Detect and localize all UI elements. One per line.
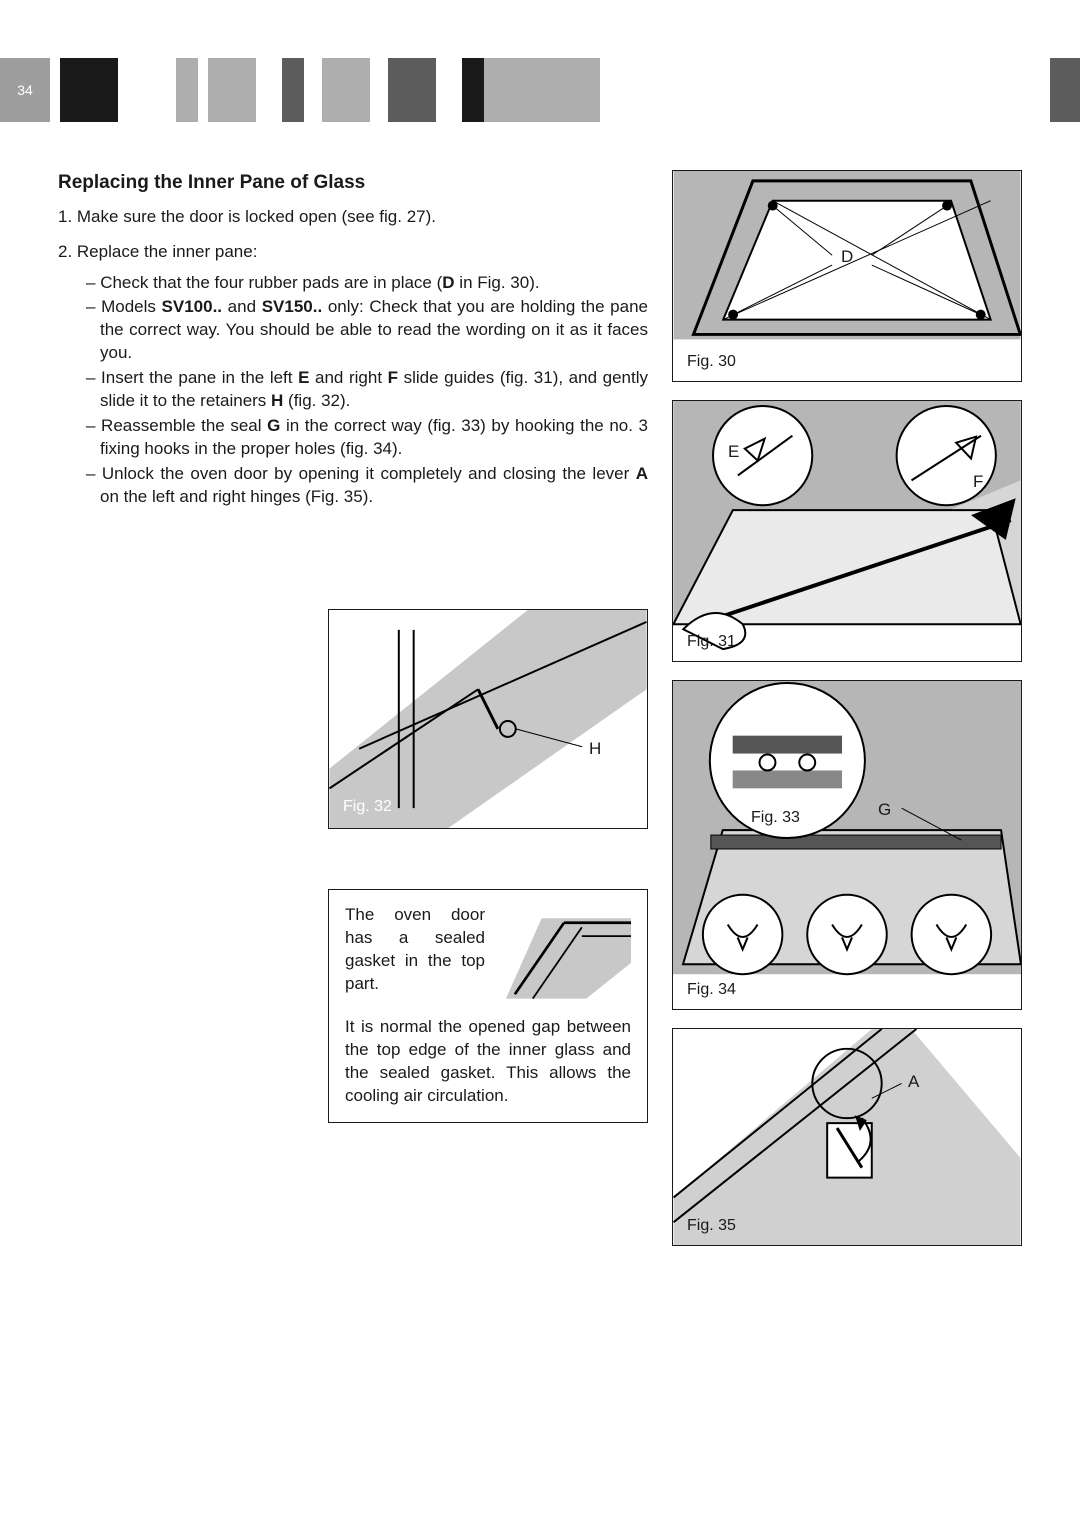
label-d: D	[841, 246, 853, 269]
substep-a: Check that the four rubber pads are in p…	[86, 272, 648, 295]
section-title: Replacing the Inner Pane of Glass	[58, 170, 648, 196]
note-body-text: It is normal the opened gap between the …	[345, 1016, 631, 1108]
header-band: 34	[0, 58, 1080, 122]
figure-32: H Fig. 32	[328, 609, 648, 829]
note-top-text: The oven door has a sealed gasket in the…	[345, 904, 485, 1004]
header-bar	[484, 58, 600, 122]
page-number: 34	[0, 58, 50, 122]
header-bar	[60, 58, 118, 122]
fig34-caption: Fig. 34	[687, 979, 736, 1001]
label-h: H	[589, 738, 601, 761]
substep-e: Unlock the oven door by opening it compl…	[86, 463, 648, 509]
header-bar	[388, 58, 436, 122]
step-2-intro: 2. Replace the inner pane:	[58, 241, 648, 264]
figure-33-34: Fig. 33 G Fig. 34	[672, 680, 1022, 1010]
fig31-caption: Fig. 31	[687, 631, 736, 653]
header-bar-right	[1050, 58, 1080, 122]
header-bar	[176, 58, 198, 122]
label-g: G	[878, 799, 891, 822]
label-e: E	[728, 441, 739, 464]
step-1: 1. Make sure the door is locked open (se…	[58, 206, 648, 229]
header-bar	[322, 58, 370, 122]
label-a: A	[908, 1071, 919, 1094]
figure-31: E F Fig. 31	[672, 400, 1022, 662]
label-f: F	[973, 471, 983, 494]
note-illustration	[497, 904, 631, 1004]
header-bar	[462, 58, 484, 122]
note-box: The oven door has a sealed gasket in the…	[328, 889, 648, 1123]
substeps: Check that the four rubber pads are in p…	[58, 272, 648, 509]
fig35-caption: Fig. 35	[687, 1215, 736, 1237]
figure-35: A Fig. 35	[672, 1028, 1022, 1246]
substep-c: Insert the pane in the left E and right …	[86, 367, 648, 413]
header-bar	[282, 58, 304, 122]
header-bar	[208, 58, 256, 122]
main-content: Replacing the Inner Pane of Glass 1. Mak…	[58, 170, 1022, 1492]
fig33-caption: Fig. 33	[751, 807, 800, 829]
substep-b: Models SV100.. and SV150.. only: Check t…	[86, 296, 648, 365]
fig32-caption: Fig. 32	[343, 796, 392, 818]
substep-d: Reassemble the seal G in the correct way…	[86, 415, 648, 461]
fig30-caption: Fig. 30	[687, 351, 736, 373]
figure-30: D Fig. 30	[672, 170, 1022, 382]
